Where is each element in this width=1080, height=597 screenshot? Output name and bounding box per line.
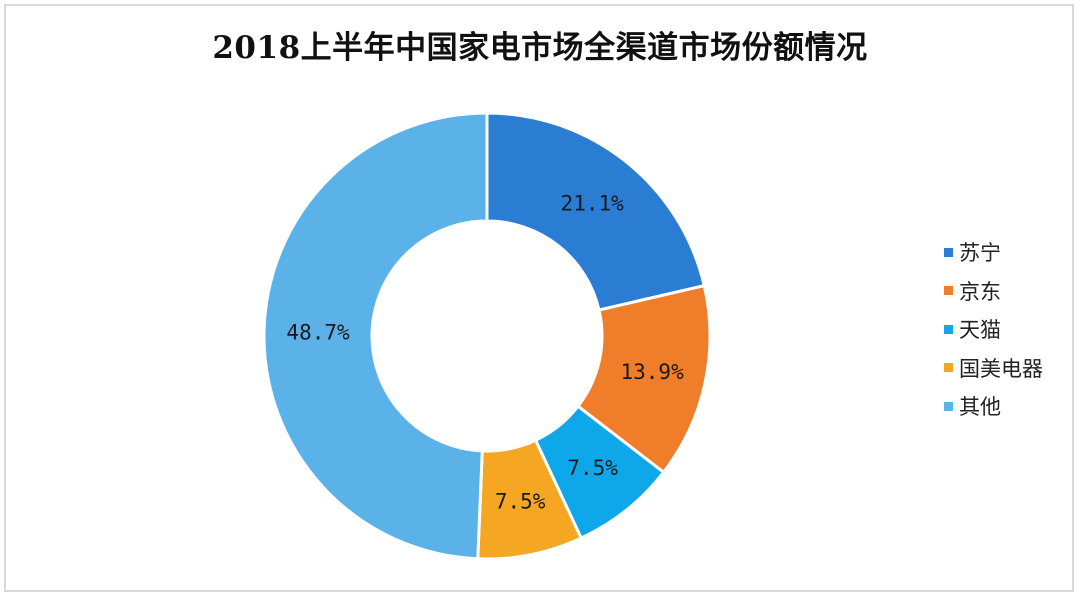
legend-swatch: [944, 286, 953, 296]
legend-label: 苏宁: [959, 241, 1001, 266]
legend-label: 京东: [959, 279, 1001, 304]
legend-item: 天猫: [944, 310, 1043, 349]
legend-item: 京东: [944, 272, 1043, 311]
legend-label: 天猫: [959, 318, 1001, 343]
legend-swatch: [944, 401, 953, 411]
legend-label: 其他: [959, 395, 1001, 420]
legend-swatch: [944, 247, 953, 257]
slice-value-label: 48.7%: [286, 321, 350, 345]
slice-value-label: 13.9%: [621, 360, 685, 384]
legend-swatch: [944, 363, 953, 373]
donut-slice: [262, 111, 489, 561]
slice-value-label: 21.1%: [561, 192, 625, 216]
legend-label: 国美电器: [959, 356, 1043, 381]
donut-slice: [485, 111, 707, 312]
slice-value-label: 7.5%: [567, 456, 618, 480]
legend-item: 其他: [944, 387, 1043, 426]
legend-item: 国美电器: [944, 349, 1043, 388]
legend-swatch: [944, 324, 953, 334]
chart-title: 2018上半年中国家电市场全渠道市场份额情况: [212, 30, 868, 66]
chart-legend: 苏宁 京东 天猫 国美电器 其他: [944, 233, 1043, 426]
slice-value-label: 7.5%: [495, 490, 546, 514]
legend-item: 苏宁: [944, 233, 1043, 272]
